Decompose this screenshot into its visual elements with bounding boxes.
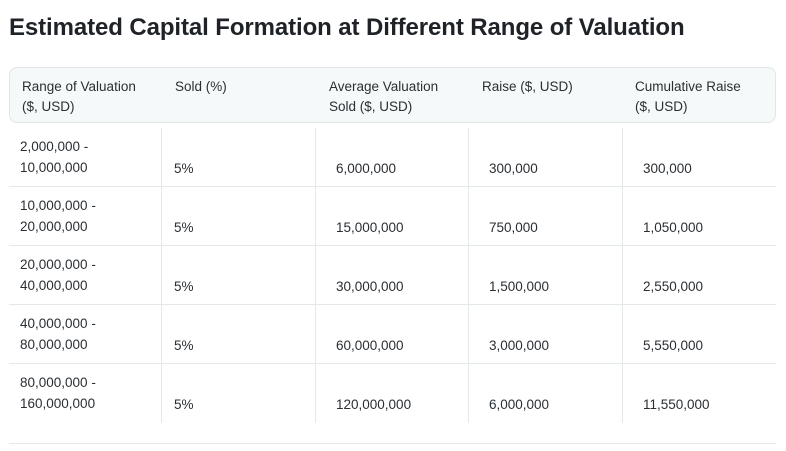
cell-sold: 5%	[174, 220, 194, 235]
cell-cumulative-raise: 300,000	[643, 161, 692, 176]
table-body: 2,000,000 - 10,000,000 5% 6,000,000 300,…	[9, 128, 776, 444]
cell-range: 10,000,000 - 20,000,000	[20, 195, 96, 237]
header-raise-line-1: Raise ($, USD)	[482, 79, 573, 94]
table-row: 40,000,000 - 80,000,000 5% 60,000,000 3,…	[9, 305, 776, 364]
cell-range: 20,000,000 - 40,000,000	[20, 254, 96, 296]
cell-raise: 6,000,000	[489, 397, 550, 412]
header-raise: Raise ($, USD)	[482, 77, 573, 97]
header-avg-line-2: Sold ($, USD)	[329, 99, 413, 114]
column-divider	[468, 128, 469, 423]
cell-range: 40,000,000 - 80,000,000	[20, 313, 96, 355]
header-sold-percent: Sold (%)	[175, 77, 227, 97]
cell-range-line-1: 20,000,000 -	[20, 257, 96, 272]
table-header: Range of Valuation ($, USD) Sold (%) Ave…	[9, 67, 776, 123]
cell-average-valuation: 60,000,000	[336, 338, 404, 353]
column-divider	[161, 128, 162, 423]
cell-average-valuation: 30,000,000	[336, 279, 404, 294]
page-title: Estimated Capital Formation at Different…	[9, 14, 685, 41]
header-cumulative-line-2: ($, USD)	[635, 99, 688, 114]
cell-raise: 300,000	[489, 161, 538, 176]
cell-average-valuation: 120,000,000	[336, 397, 412, 412]
table-bottom-divider	[9, 443, 776, 444]
cell-range-line-1: 10,000,000 -	[20, 198, 96, 213]
header-avg-line-1: Average Valuation	[329, 79, 439, 94]
cell-range-line-2: 160,000,000	[20, 396, 96, 411]
column-divider	[315, 128, 316, 423]
cell-sold: 5%	[174, 161, 194, 176]
header-range-line-2: ($, USD)	[22, 99, 75, 114]
cell-range-line-2: 10,000,000	[20, 160, 88, 175]
cell-range-line-1: 2,000,000 -	[20, 139, 89, 154]
cell-range-line-2: 20,000,000	[20, 219, 88, 234]
table-row: 2,000,000 - 10,000,000 5% 6,000,000 300,…	[9, 128, 776, 187]
cell-cumulative-raise: 5,550,000	[643, 338, 704, 353]
cell-sold: 5%	[174, 338, 194, 353]
cell-range-line-1: 40,000,000 -	[20, 316, 96, 331]
header-range-of-valuation: Range of Valuation ($, USD)	[22, 77, 136, 117]
cell-cumulative-raise: 2,550,000	[643, 279, 704, 294]
header-range-line-1: Range of Valuation	[22, 79, 136, 94]
cell-raise: 3,000,000	[489, 338, 550, 353]
table-row: 80,000,000 - 160,000,000 5% 120,000,000 …	[9, 364, 776, 423]
cell-range-line-2: 40,000,000	[20, 278, 88, 293]
header-sold-line-1: Sold (%)	[175, 79, 227, 94]
header-cumulative-raise: Cumulative Raise ($, USD)	[635, 77, 741, 117]
cell-cumulative-raise: 11,550,000	[643, 397, 710, 412]
cell-sold: 5%	[174, 397, 194, 412]
cell-average-valuation: 6,000,000	[336, 161, 397, 176]
cell-range: 2,000,000 - 10,000,000	[20, 136, 88, 178]
table-row: 20,000,000 - 40,000,000 5% 30,000,000 1,…	[9, 246, 776, 305]
column-divider	[622, 128, 623, 423]
cell-raise: 750,000	[489, 220, 538, 235]
cell-raise: 1,500,000	[489, 279, 550, 294]
cell-range-line-2: 80,000,000	[20, 337, 88, 352]
table-row: 10,000,000 - 20,000,000 5% 15,000,000 75…	[9, 187, 776, 246]
header-cumulative-line-1: Cumulative Raise	[635, 79, 741, 94]
header-average-valuation-sold: Average Valuation Sold ($, USD)	[329, 77, 438, 117]
cell-range-line-1: 80,000,000 -	[20, 375, 96, 390]
cell-range: 80,000,000 - 160,000,000	[20, 372, 96, 414]
valuation-table: Range of Valuation ($, USD) Sold (%) Ave…	[9, 67, 776, 444]
cell-sold: 5%	[174, 279, 194, 294]
cell-cumulative-raise: 1,050,000	[643, 220, 704, 235]
cell-average-valuation: 15,000,000	[336, 220, 404, 235]
